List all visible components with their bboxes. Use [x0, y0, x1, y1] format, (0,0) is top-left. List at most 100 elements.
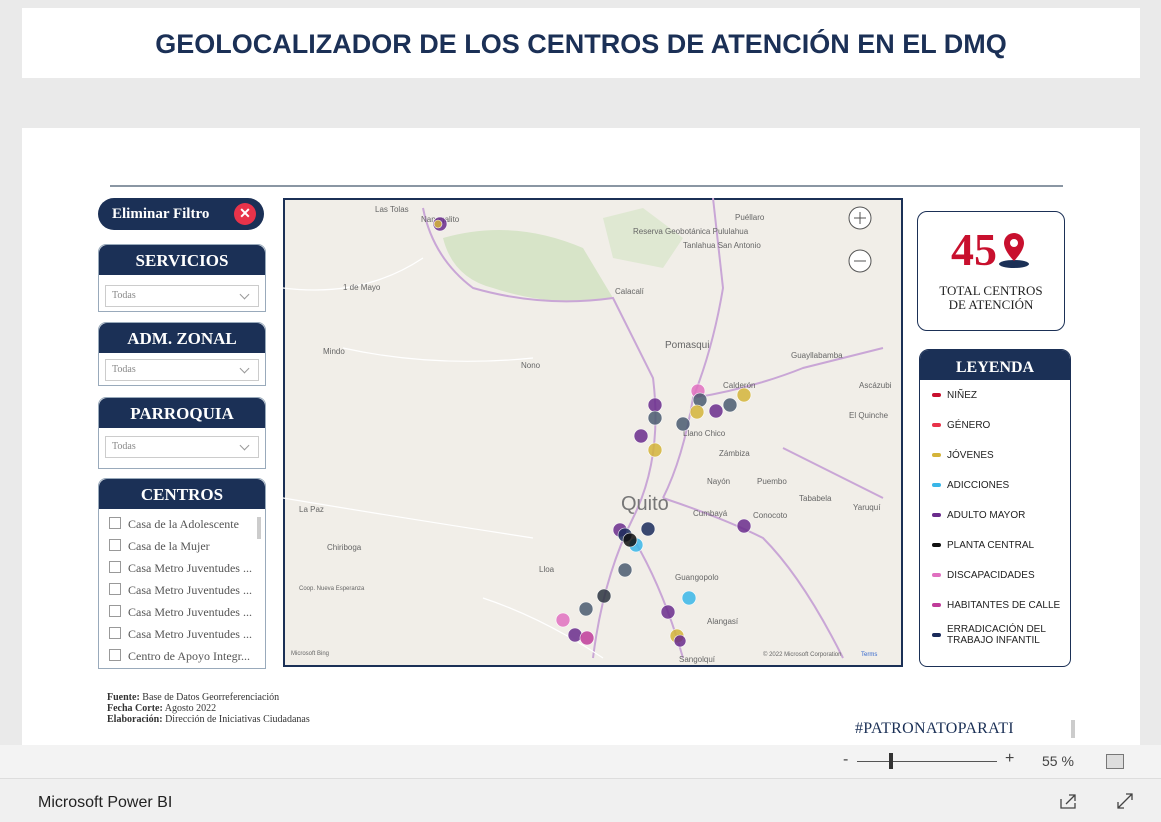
center-point — [708, 403, 724, 419]
slicer-title: ADM. ZONAL — [99, 323, 265, 353]
place-label: Coop. Nueva Esperanza — [299, 586, 365, 592]
center-point — [722, 397, 738, 413]
center-point — [640, 521, 656, 537]
legend-item: JÓVENES — [920, 440, 1070, 470]
legend-swatch — [932, 603, 941, 607]
centros-list: Casa de la Adolescente Casa de la Mujer Ca… — [99, 509, 265, 667]
centro-item[interactable]: Centro de Apoyo Integr... — [99, 645, 265, 667]
legend-item: NIÑEZ — [920, 380, 1070, 410]
place-labels: Las Tolas Nanegalito Reserva Geobotánica… — [299, 205, 892, 664]
place-label: Conocoto — [753, 511, 788, 520]
fit-page-button[interactable] — [1106, 754, 1124, 769]
legend-swatch — [932, 483, 941, 487]
legend-label: GÉNERO — [947, 419, 991, 431]
dropdown[interactable]: Todas — [105, 436, 259, 458]
close-icon: ✕ — [234, 203, 256, 225]
zoom-thumb[interactable] — [889, 753, 893, 769]
centro-item[interactable]: Casa de la Mujer — [99, 535, 265, 557]
centro-label: Casa de la Mujer — [128, 539, 210, 553]
park-area — [603, 208, 683, 268]
centro-item[interactable]: Casa Metro Juventudes ... — [99, 601, 265, 623]
dropdown[interactable]: Todas — [105, 359, 259, 381]
app-bar: Microsoft Power BI — [0, 778, 1161, 822]
center-point — [578, 601, 594, 617]
slicer-title: CENTROS — [99, 479, 265, 509]
bing-logo: Microsoft Bing — [291, 651, 329, 657]
attribution: © 2022 Microsoft Corporation — [763, 651, 841, 658]
legend-label: PLANTA CENTRAL — [947, 539, 1035, 551]
place-label: Llano Chico — [683, 429, 726, 438]
centro-item[interactable]: Casa Metro Juventudes ... — [99, 623, 265, 645]
scrollbar — [1071, 720, 1075, 738]
legend-item: DISCAPACIDADES — [920, 560, 1070, 590]
place-label: Reserva Geobotánica Pululahua — [633, 227, 749, 236]
place-label: Nayón — [707, 477, 730, 486]
center-point — [660, 604, 676, 620]
place-label: Nono — [521, 361, 541, 370]
place-label: Calderón — [723, 381, 755, 390]
zoom-minus[interactable]: - — [843, 751, 849, 768]
place-label: Ascázubi — [859, 381, 892, 390]
place-label: Cumbayá — [693, 509, 728, 518]
header: GEOLOCALIZADOR DE LOS CENTROS DE ATENCIÓ… — [22, 8, 1140, 78]
dropdown[interactable]: Todas — [105, 285, 259, 307]
center-point — [736, 518, 752, 534]
centro-label: Casa de la Adolescente — [128, 517, 239, 531]
legend-swatch — [932, 423, 941, 427]
legend-title: LEYENDA — [920, 350, 1070, 380]
clear-filter-button[interactable]: Eliminar Filtro ✕ — [98, 198, 264, 230]
center-point — [555, 612, 571, 628]
legend-label: JÓVENES — [947, 449, 994, 461]
map[interactable]: Las Tolas Nanegalito Reserva Geobotánica… — [283, 198, 903, 667]
legend-swatch — [932, 543, 941, 547]
legend-label: NIÑEZ — [947, 389, 977, 401]
place-label: Zámbiza — [719, 449, 750, 458]
centro-item[interactable]: Casa Metro Juventudes ... — [99, 557, 265, 579]
checkbox — [109, 605, 121, 617]
center-point — [647, 442, 663, 458]
centro-label: Casa Metro Juventudes ... — [128, 583, 252, 597]
center-point — [433, 219, 443, 229]
centro-item[interactable]: Casa de la Adolescente — [99, 513, 265, 535]
slicer[interactable]: PARROQUIA Todas — [98, 397, 266, 469]
footer-notes: Fuente: Base de Datos Georreferenciación… — [107, 692, 310, 725]
center-point — [692, 392, 708, 408]
centro-label: Casa Metro Juventudes ... — [128, 605, 252, 619]
slicer[interactable]: SERVICIOS Todas — [98, 244, 266, 312]
center-point — [675, 416, 691, 432]
park-area — [443, 230, 613, 302]
place-label: Puembo — [757, 477, 787, 486]
slicer[interactable]: ADM. ZONAL Todas — [98, 322, 266, 386]
zoom-plus[interactable]: + — [1005, 750, 1015, 767]
terms-link[interactable]: Terms — [861, 652, 877, 658]
center-point — [647, 397, 663, 413]
share-icon[interactable] — [1058, 791, 1078, 811]
place-label: Guangopolo — [675, 573, 719, 582]
checkbox — [109, 539, 121, 551]
note-text: Base de Datos Georreferenciación — [142, 692, 280, 703]
zoom-bar: - + 55 % — [0, 745, 1161, 778]
place-label: Yaruquí — [853, 503, 881, 512]
centro-label: Centro de Apoyo Integr... — [128, 649, 250, 663]
note-text: Agosto 2022 — [164, 703, 217, 714]
place-label: El Quinche — [849, 411, 889, 420]
title: GEOLOCALIZADOR DE LOS CENTROS DE ATENCIÓ… — [155, 29, 1007, 59]
fullscreen-icon[interactable] — [1115, 791, 1135, 811]
kpi-label: TOTAL CENTROS DE ATENCIÓN — [939, 283, 1043, 312]
place-label: 1 de Mayo — [343, 283, 381, 292]
center-point — [567, 627, 583, 643]
center-points — [432, 216, 752, 648]
legend-items: NIÑEZ GÉNERO JÓVENES ADICCIONES ADULTO MAYOR… — [920, 380, 1070, 650]
center-point — [596, 588, 612, 604]
zoom-controls[interactable] — [848, 206, 872, 273]
note: Fuente: Base de Datos Georreferenciación — [107, 692, 310, 703]
slicer-title: PARROQUIA — [99, 398, 265, 428]
streets — [283, 257, 604, 659]
kpi-card: 45 TOTAL CENTROS DE ATENCIÓN — [917, 211, 1065, 331]
centro-item[interactable]: Casa Metro Juventudes ... — [99, 579, 265, 601]
legend: LEYENDA NIÑEZ GÉNERO JÓVENES ADICCIONES ADUL… — [919, 349, 1071, 667]
checkbox — [109, 517, 121, 529]
center-point — [579, 630, 595, 646]
checkbox — [109, 561, 121, 573]
